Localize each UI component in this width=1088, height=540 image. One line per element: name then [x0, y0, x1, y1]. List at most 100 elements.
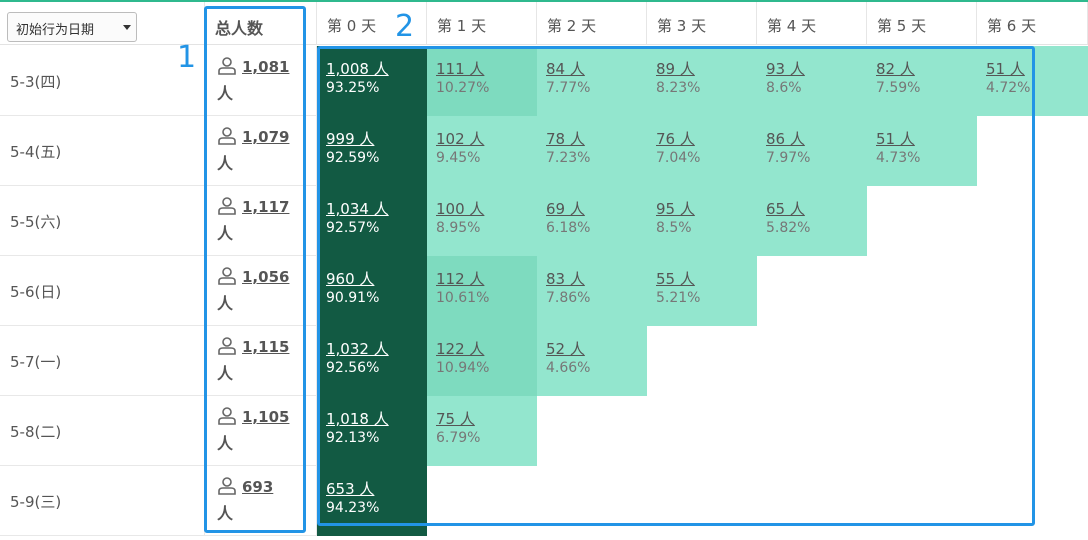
retention-count-link[interactable]: 102 人: [436, 130, 485, 148]
retention-count-link[interactable]: 51 人: [986, 60, 1025, 78]
day-header-label: 第 6 天: [987, 17, 1037, 35]
retention-count-link[interactable]: 75 人: [436, 410, 475, 428]
retention-count-link[interactable]: 82 人: [876, 60, 915, 78]
retention-percent: 8.23%: [656, 80, 701, 96]
user-icon: [218, 337, 236, 355]
retention-cell-day-3: 95 人 8.5%: [647, 186, 757, 256]
date-label: 5-7(一): [10, 353, 62, 371]
retention-percent: 8.6%: [766, 80, 802, 96]
retention-percent: 93.25%: [326, 80, 380, 96]
header-day-1: 第 1 天: [427, 2, 537, 45]
table-row: 5-7(一) 1,115 人 1,032 人 92.56% 122 人 10.94% 52 人…: [0, 326, 1088, 396]
retention-percent: 94.23%: [326, 500, 380, 516]
retention-cell-day-5: 82 人 7.59%: [867, 46, 977, 116]
retention-percent: 4.73%: [876, 150, 921, 166]
annotation-box-1: [204, 6, 306, 533]
retention-count-link[interactable]: 1,032 人: [326, 340, 389, 358]
top-accent-line: [0, 0, 1088, 2]
retention-percent: 7.77%: [546, 80, 591, 96]
retention-percent: 92.59%: [326, 150, 380, 166]
retention-cell-day-2: 52 人 4.66%: [537, 326, 647, 396]
header-day-0: 第 0 天: [317, 2, 427, 45]
retention-count-link[interactable]: 93 人: [766, 60, 805, 78]
total-count-link[interactable]: 1,079: [242, 128, 290, 146]
retention-cell-day-1: 75 人 6.79%: [427, 396, 537, 466]
retention-cell-day-1: 100 人 8.95%: [427, 186, 537, 256]
retention-percent: 5.82%: [766, 220, 811, 236]
retention-count-link[interactable]: 1,008 人: [326, 60, 389, 78]
retention-count-link[interactable]: 76 人: [656, 130, 695, 148]
date-cell: 5-7(一): [0, 326, 205, 396]
retention-percent: 7.23%: [546, 150, 591, 166]
total-unit: 人: [217, 504, 234, 523]
total-cell: 1,117 人: [205, 186, 317, 256]
retention-percent: 92.57%: [326, 220, 380, 236]
date-label: 5-9(三): [10, 493, 62, 511]
total-count-link[interactable]: 1,105: [242, 408, 290, 426]
annotation-label-1: 1: [177, 40, 197, 75]
retention-count-link[interactable]: 653 人: [326, 480, 375, 498]
retention-percent: 9.45%: [436, 150, 481, 166]
retention-count-link[interactable]: 1,034 人: [326, 200, 389, 218]
retention-cell-day-2: 78 人 7.23%: [537, 116, 647, 186]
retention-count-link[interactable]: 86 人: [766, 130, 805, 148]
retention-percent: 92.13%: [326, 430, 380, 446]
day-header-label: 第 1 天: [437, 17, 487, 35]
retention-count-link[interactable]: 100 人: [436, 200, 485, 218]
retention-cell-day-1: 122 人 10.94%: [427, 326, 537, 396]
header-total-cell: 总人数: [205, 2, 317, 45]
retention-count-link[interactable]: 52 人: [546, 340, 585, 358]
retention-count-link[interactable]: 122 人: [436, 340, 485, 358]
retention-percent: 7.86%: [546, 290, 591, 306]
retention-count-link[interactable]: 112 人: [436, 270, 485, 288]
total-count-link[interactable]: 1,117: [242, 198, 290, 216]
date-cell: 5-9(三): [0, 466, 205, 536]
retention-count-link[interactable]: 65 人: [766, 200, 805, 218]
retention-percent: 10.94%: [436, 360, 490, 376]
total-unit: 人: [217, 294, 234, 313]
total-count-link[interactable]: 1,081: [242, 58, 290, 76]
retention-count-link[interactable]: 78 人: [546, 130, 585, 148]
retention-count-link[interactable]: 111 人: [436, 60, 485, 78]
total-header: 总人数: [215, 19, 264, 38]
retention-count-link[interactable]: 89 人: [656, 60, 695, 78]
retention-percent: 8.5%: [656, 220, 692, 236]
retention-cell-day-0: 999 人 92.59%: [317, 116, 427, 186]
day-header-label: 第 3 天: [657, 17, 707, 35]
total-cell: 1,079 人: [205, 116, 317, 186]
total-count-link[interactable]: 1,056: [242, 268, 290, 286]
retention-count-link[interactable]: 69 人: [546, 200, 585, 218]
day-header-label: 第 4 天: [767, 17, 817, 35]
retention-count-link[interactable]: 84 人: [546, 60, 585, 78]
retention-count-link[interactable]: 51 人: [876, 130, 915, 148]
header-day-5: 第 5 天: [867, 2, 977, 45]
retention-percent: 4.66%: [546, 360, 591, 376]
date-label: 5-3(四): [10, 73, 62, 91]
date-cell: 5-6(日): [0, 256, 205, 326]
date-label: 5-8(二): [10, 423, 62, 441]
retention-cell-day-0: 1,032 人 92.56%: [317, 326, 427, 396]
user-icon: [218, 407, 236, 425]
retention-count-link[interactable]: 55 人: [656, 270, 695, 288]
annotation-box-2: [317, 46, 1035, 526]
retention-percent: 7.59%: [876, 80, 921, 96]
table-row: 5-4(五) 1,079 人 999 人 92.59% 102 人 9.45% 78 人 7.2…: [0, 116, 1088, 186]
retention-count-link[interactable]: 999 人: [326, 130, 375, 148]
retention-count-link[interactable]: 960 人: [326, 270, 375, 288]
table-row: 5-8(二) 1,105 人 1,018 人 92.13% 75 人 6.79%: [0, 396, 1088, 466]
start-date-dropdown[interactable]: 初始行为日期: [7, 12, 137, 42]
retention-cell-day-1: 112 人 10.61%: [427, 256, 537, 326]
user-icon: [218, 57, 236, 75]
header-date-cell: 初始行为日期: [0, 2, 205, 45]
retention-percent: 92.56%: [326, 360, 380, 376]
retention-count-link[interactable]: 1,018 人: [326, 410, 389, 428]
retention-count-link[interactable]: 83 人: [546, 270, 585, 288]
total-count-link[interactable]: 693: [242, 478, 274, 496]
user-icon: [218, 127, 236, 145]
retention-count-link[interactable]: 95 人: [656, 200, 695, 218]
day-header-label: 第 2 天: [547, 17, 597, 35]
day-header-label: 第 5 天: [877, 17, 927, 35]
retention-cell-day-1: 111 人 10.27%: [427, 46, 537, 116]
total-count-link[interactable]: 1,115: [242, 338, 290, 356]
